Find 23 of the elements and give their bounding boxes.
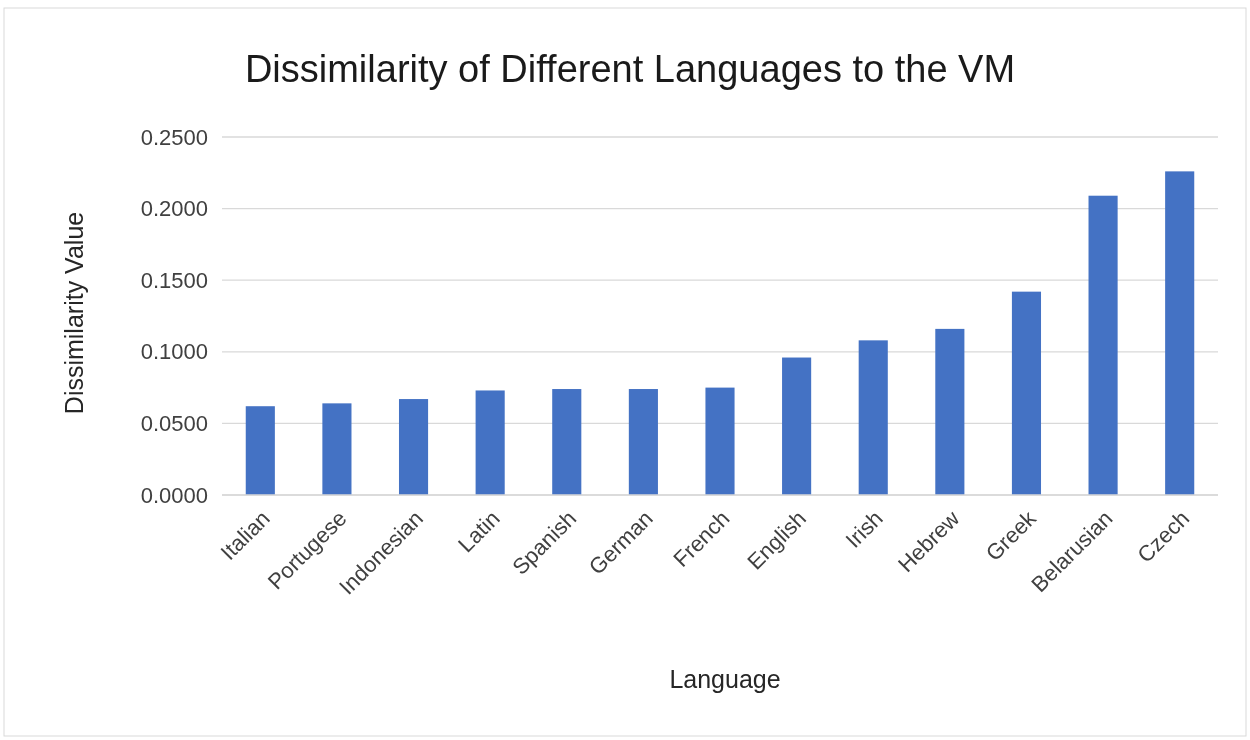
bar (322, 403, 352, 495)
y-tick-label: 0.0000 (140, 482, 208, 508)
bar (935, 328, 965, 495)
y-tick-label: 0.2500 (140, 124, 208, 150)
bar (858, 340, 888, 495)
bar (1165, 171, 1195, 495)
bar (628, 389, 658, 495)
bar (245, 406, 275, 495)
bar (398, 399, 429, 495)
y-tick-label: 0.1500 (140, 267, 208, 293)
y-axis-title: Dissimilarity Value (60, 211, 88, 415)
y-tick-label: 0.0500 (140, 410, 208, 436)
bar (552, 389, 582, 495)
bar (705, 387, 735, 495)
x-tick-label: Irish (840, 505, 888, 553)
bar (1088, 195, 1118, 495)
bar (1011, 291, 1042, 495)
bar (475, 390, 505, 495)
x-axis-title: Language (669, 665, 781, 693)
chart-title: Dissimilarity of Different Languages to the VM (244, 48, 1016, 90)
bar (782, 357, 812, 495)
y-tick-label: 0.2000 (140, 196, 208, 222)
y-tick-label: 0.1000 (140, 339, 208, 365)
